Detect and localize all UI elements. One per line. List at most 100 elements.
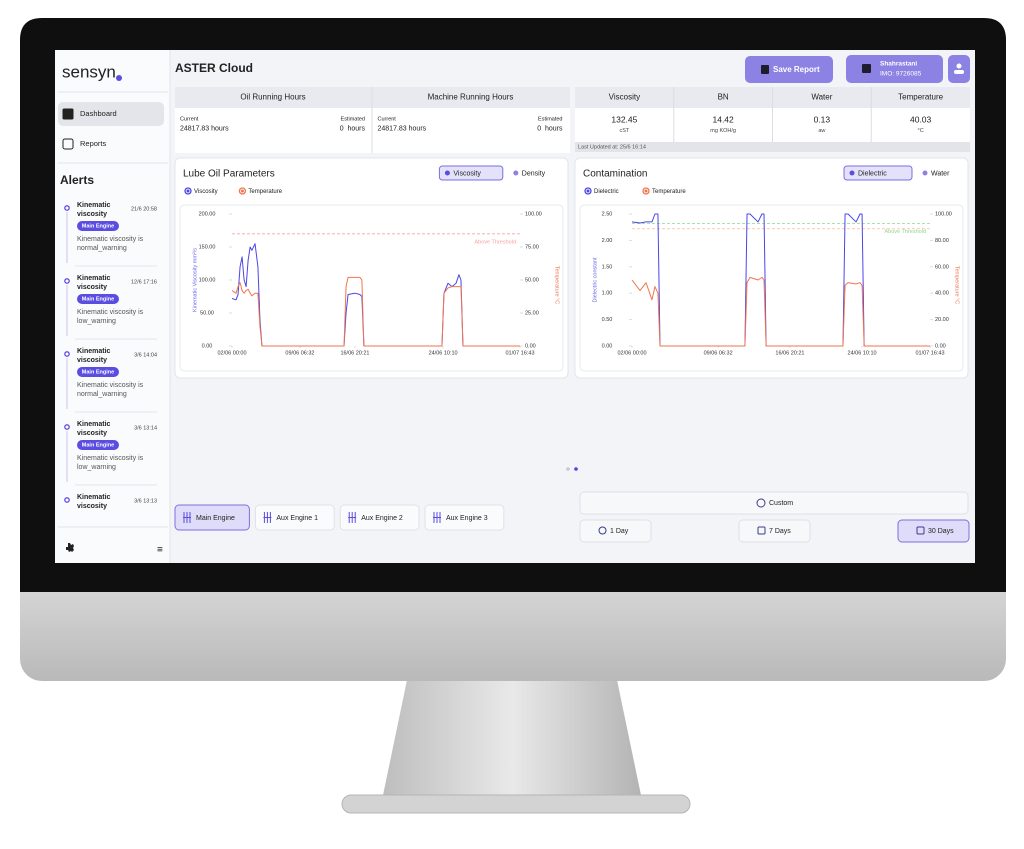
y2-axis-title: Temperature °C xyxy=(554,266,560,305)
alert-badge-label: Main Engine xyxy=(82,296,114,302)
engine-button[interactable]: Aux Engine 1 xyxy=(254,504,335,531)
toggle-bg xyxy=(438,165,504,181)
plot-frame xyxy=(179,204,564,372)
reading-unit: cST xyxy=(619,128,629,134)
y-tick-label: 2.50 xyxy=(602,211,613,217)
legend-item[interactable]: Temperature xyxy=(238,187,283,195)
legend-label: Dielectric xyxy=(594,189,619,195)
reading-name: BN xyxy=(718,93,729,102)
range-button[interactable]: 30 Days xyxy=(897,519,970,543)
button-label: Save Report xyxy=(773,65,820,74)
estimated-label: Estimated xyxy=(341,116,365,122)
button-bg xyxy=(424,504,505,531)
legend-swatch-dot xyxy=(240,189,244,193)
alert-badge xyxy=(77,367,119,377)
chart-title: Contamination xyxy=(583,169,647,180)
y-axis-title: Dielectric constant xyxy=(592,257,598,302)
page-title: ASTER Cloud xyxy=(175,61,253,75)
alert-dot xyxy=(64,351,70,357)
range-button[interactable]: 7 Days xyxy=(738,519,811,543)
collapse-icon[interactable]: ≡ xyxy=(157,545,163,556)
engine-button[interactable]: Main Engine xyxy=(174,504,250,531)
alerts-title: Alerts xyxy=(60,173,94,187)
button-label: Aux Engine 2 xyxy=(361,515,403,522)
alert-item[interactable]: Kinematic viscosity 12/6 17:16 Main Engine… xyxy=(64,275,157,340)
save-report-button[interactable]: Save Report xyxy=(745,56,833,83)
chart-title: Lube Oil Parameters xyxy=(183,169,275,180)
alert-item[interactable]: Kinematic viscosity 3/6 13:13 xyxy=(64,494,157,510)
button-bg xyxy=(174,504,250,531)
y2-tick-label: 75.00 xyxy=(525,244,539,250)
reading-unit: aw xyxy=(818,128,825,134)
legend-item[interactable]: Temperature xyxy=(642,187,686,195)
estimated-value: 0 hours xyxy=(340,125,366,132)
button-bg xyxy=(339,504,420,531)
sidebar xyxy=(55,50,170,563)
carousel-dot[interactable] xyxy=(574,467,578,471)
alert-item[interactable]: Kinematic viscosity 3/6 14:04 Main Engine K… xyxy=(64,348,157,413)
y2-tick-label: 40.00 xyxy=(935,291,949,297)
toggle-icon xyxy=(849,170,855,176)
settings-icon[interactable] xyxy=(66,543,74,552)
button-bg xyxy=(948,55,970,83)
user-name: Shahrastani xyxy=(880,61,917,68)
toggle-icon xyxy=(444,170,450,176)
chart-toggle[interactable]: Density xyxy=(507,166,562,180)
current-label: Current xyxy=(180,116,199,122)
toggle-bg xyxy=(507,166,562,180)
alert-badge-label: Main Engine xyxy=(82,442,114,448)
x-tick-label: 02/06 00:00 xyxy=(217,350,246,356)
reading-name: Temperature xyxy=(898,93,943,102)
y2-tick-label: 80.00 xyxy=(935,238,949,244)
engine-icon xyxy=(263,512,272,523)
legend-item[interactable]: Dielectric xyxy=(584,187,619,195)
reading-value: 132.45 xyxy=(611,114,637,124)
range-icon xyxy=(757,526,766,535)
legend-item[interactable]: Viscosity xyxy=(184,187,218,195)
chart-toggle[interactable]: Water xyxy=(917,166,962,180)
carousel-dot[interactable] xyxy=(566,467,570,471)
y-axis-title: Kinematic Viscosity mm²/s xyxy=(192,248,198,312)
updated-strip xyxy=(575,142,970,152)
alert-message: Kinematic viscosity is low_warning xyxy=(77,309,145,325)
x-tick-label: 09/06 06:32 xyxy=(704,350,733,356)
range-button[interactable]: 1 Day xyxy=(579,519,652,543)
x-tick-label: 09/06 06:32 xyxy=(285,350,314,356)
toggle-label: Dielectric xyxy=(858,170,887,177)
reading-value: 14.42 xyxy=(712,114,734,124)
button-bg xyxy=(745,56,833,83)
chart-toggle[interactable]: Dielectric xyxy=(843,165,913,181)
alert-title: Kinematic viscosity xyxy=(77,202,112,218)
nav-active-bg xyxy=(58,102,164,126)
y-tick-label: 0.50 xyxy=(602,317,613,323)
profile-button[interactable] xyxy=(948,55,970,83)
alert-time: 21/6 20:58 xyxy=(131,206,157,212)
alert-title: Kinematic viscosity xyxy=(77,494,112,510)
current-value: 24817.83 hours xyxy=(180,125,229,132)
y2-tick-label: 100.00 xyxy=(935,211,952,217)
button-label: 30 Days xyxy=(928,528,954,535)
nav-icon xyxy=(62,138,74,150)
series-line xyxy=(231,276,520,347)
engine-button[interactable]: Aux Engine 3 xyxy=(424,504,505,531)
chart-panel xyxy=(574,157,969,379)
y-tick-label: 1.50 xyxy=(602,264,613,270)
y2-tick-label: 50.00 xyxy=(525,277,539,283)
nav-item[interactable]: Dashboard xyxy=(58,102,164,126)
profile-icon xyxy=(956,63,962,69)
profile-icon xyxy=(954,70,964,74)
nav-item[interactable]: Reports xyxy=(62,138,107,150)
engine-button[interactable]: Aux Engine 2 xyxy=(339,504,420,531)
chart-toggle[interactable]: Viscosity xyxy=(438,165,504,181)
plot-frame xyxy=(579,204,964,372)
custom-range-button[interactable]: Custom xyxy=(579,491,969,515)
user-button[interactable]: Shahrastani IMO: 9726085 xyxy=(846,55,943,83)
alert-badge xyxy=(77,221,119,231)
legend-label: Viscosity xyxy=(194,189,218,195)
alert-item[interactable]: Kinematic viscosity 3/6 13:14 Main Engine K… xyxy=(64,421,157,486)
reading-name: Water xyxy=(811,93,832,102)
alert-item[interactable]: Kinematic viscosity 21/6 20:58 Main Engine… xyxy=(64,202,157,267)
toggle-bg xyxy=(917,166,962,180)
engine-icon xyxy=(348,512,357,523)
x-tick-label: 16/06 20:21 xyxy=(775,350,804,356)
